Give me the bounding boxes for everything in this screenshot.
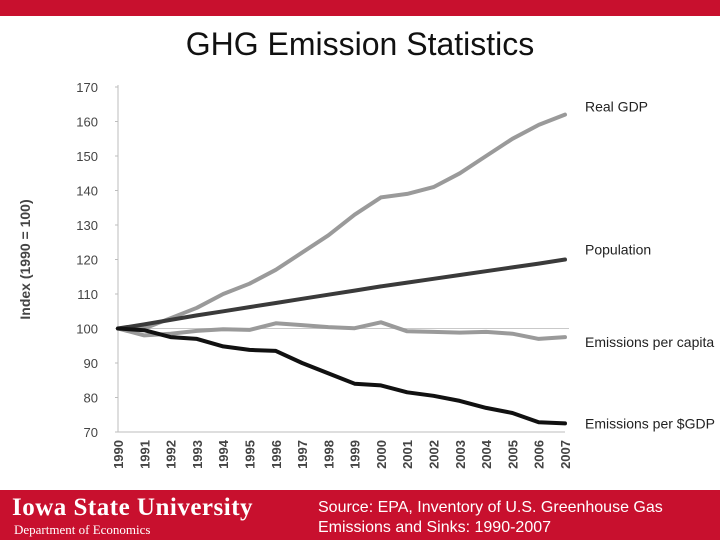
series-line xyxy=(116,112,567,331)
y-tick-label: 150 xyxy=(76,149,98,164)
y-tick-label: 110 xyxy=(77,287,98,302)
legend-label: Population xyxy=(585,242,651,258)
slide-title: GHG Emission Statistics xyxy=(185,26,535,62)
top-accent-bar xyxy=(0,0,720,16)
x-tick-label: 2004 xyxy=(479,439,494,469)
x-tick-label: 1994 xyxy=(216,439,231,469)
footer-bar: Iowa State University Department of Econ… xyxy=(0,490,720,540)
x-tick-label: 2002 xyxy=(427,440,442,469)
y-tick-label: 70 xyxy=(84,425,98,440)
series-line xyxy=(116,320,567,341)
x-tick-label: 1998 xyxy=(321,440,336,469)
y-tick-label: 140 xyxy=(76,184,98,199)
x-tick-label: 2005 xyxy=(505,440,520,469)
x-tick-label: 2006 xyxy=(532,440,547,469)
department-name: Department of Economics xyxy=(14,522,151,537)
source-line-2: Emissions and Sinks: 1990-2007 xyxy=(318,519,552,536)
x-tick-label: 1995 xyxy=(242,440,257,469)
x-tick-label: 2007 xyxy=(558,440,573,469)
source-line-1: Source: EPA, Inventory of U.S. Greenhous… xyxy=(318,499,663,516)
x-tick-label: 1992 xyxy=(164,440,179,469)
x-tick-label: 2000 xyxy=(374,440,389,469)
line-chart: 70 80 90 100 110 120 130 140 150 160 170 Index (199… xyxy=(17,80,715,469)
legend-label: Real GDP xyxy=(585,99,648,115)
legend-label: Emissions per capita xyxy=(585,334,714,350)
x-tick-label: 1999 xyxy=(348,440,363,469)
x-tick-label: 2001 xyxy=(400,440,415,469)
series-line xyxy=(116,326,567,426)
y-tick-label: 160 xyxy=(76,115,98,130)
y-tick-label: 120 xyxy=(76,253,98,268)
legend-label: Emissions per $GDP xyxy=(585,415,715,431)
y-tick-label: 90 xyxy=(84,356,98,371)
x-tick-label: 1997 xyxy=(295,440,310,469)
x-tick-label: 1991 xyxy=(137,440,152,469)
y-tick-label: 100 xyxy=(76,322,98,337)
x-tick-label: 1990 xyxy=(111,440,126,469)
source-citation: Source: EPA, Inventory of U.S. Greenhous… xyxy=(318,498,718,538)
x-tick-label: 1996 xyxy=(269,440,284,469)
x-tick-label: 1993 xyxy=(190,440,205,469)
y-axis-label: Index (1990 = 100) xyxy=(17,199,33,319)
y-tick-label: 170 xyxy=(76,80,98,95)
y-tick-label: 80 xyxy=(84,391,98,406)
university-logo: Iowa State University xyxy=(12,494,254,521)
y-tick-label: 130 xyxy=(76,218,98,233)
x-tick-label: 2003 xyxy=(453,440,468,469)
series-line xyxy=(116,257,567,331)
